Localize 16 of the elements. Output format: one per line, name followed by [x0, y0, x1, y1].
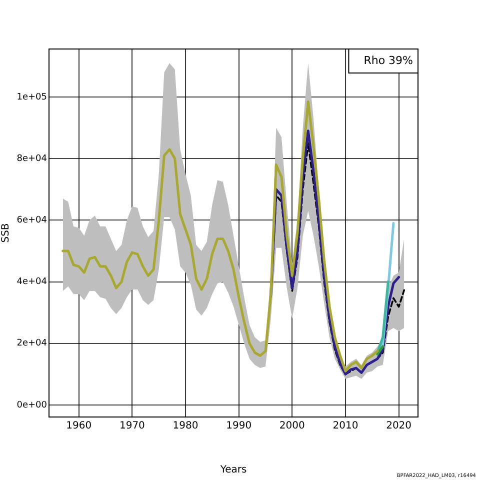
x-axis-title: Years — [219, 464, 247, 476]
x-tick-label: 1960 — [66, 420, 92, 432]
x-tick-label: 2000 — [279, 420, 305, 432]
x-tick-label: 2020 — [386, 420, 412, 432]
y-tick-label: 8e+04 — [16, 154, 48, 164]
y-tick-label: 4e+04 — [16, 277, 48, 288]
y-tick-label: 2e+04 — [16, 338, 48, 349]
y-tick-label: 1e+05 — [16, 92, 47, 102]
annotation: Rho 39% — [364, 54, 413, 67]
y-tick-label: 6e+04 — [16, 216, 48, 226]
x-tick-label: 1970 — [119, 420, 145, 432]
x-tick-label: 1980 — [172, 420, 198, 432]
x-tick-label: 1990 — [226, 420, 252, 432]
y-tick-label: 0e+00 — [16, 400, 48, 410]
y-axis-title: SSB — [0, 223, 12, 243]
x-tick-label: 2010 — [332, 420, 358, 432]
